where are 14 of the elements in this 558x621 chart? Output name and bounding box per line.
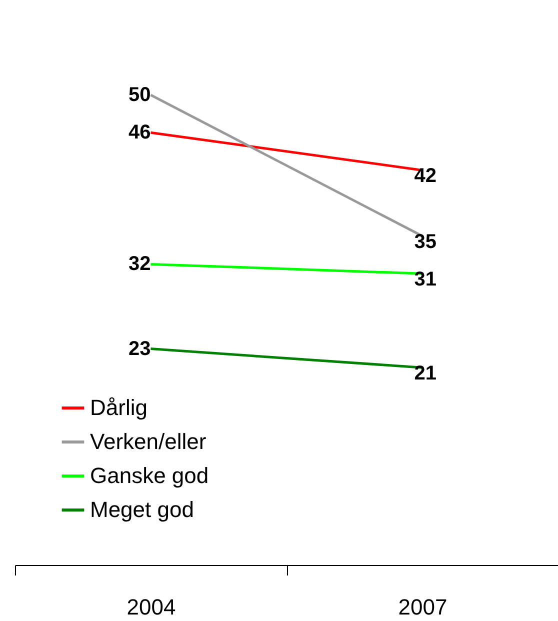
data-label: 46: [128, 122, 151, 144]
legend-label: Dårlig: [90, 395, 148, 420]
data-label: 21: [414, 362, 436, 385]
legend-label: Ganske god: [90, 463, 209, 488]
data-label: 31: [414, 268, 436, 291]
data-label: 35: [414, 231, 436, 253]
data-label: 32: [128, 253, 151, 276]
legend-label: Verken/eller: [90, 429, 206, 454]
legend-label: Meget god: [90, 497, 194, 522]
data-label: 42: [414, 165, 436, 188]
data-label: 50: [128, 84, 151, 106]
x-tick-label: 2004: [126, 594, 176, 620]
data-label: 23: [128, 338, 151, 360]
x-tick-label: 2007: [398, 594, 448, 620]
